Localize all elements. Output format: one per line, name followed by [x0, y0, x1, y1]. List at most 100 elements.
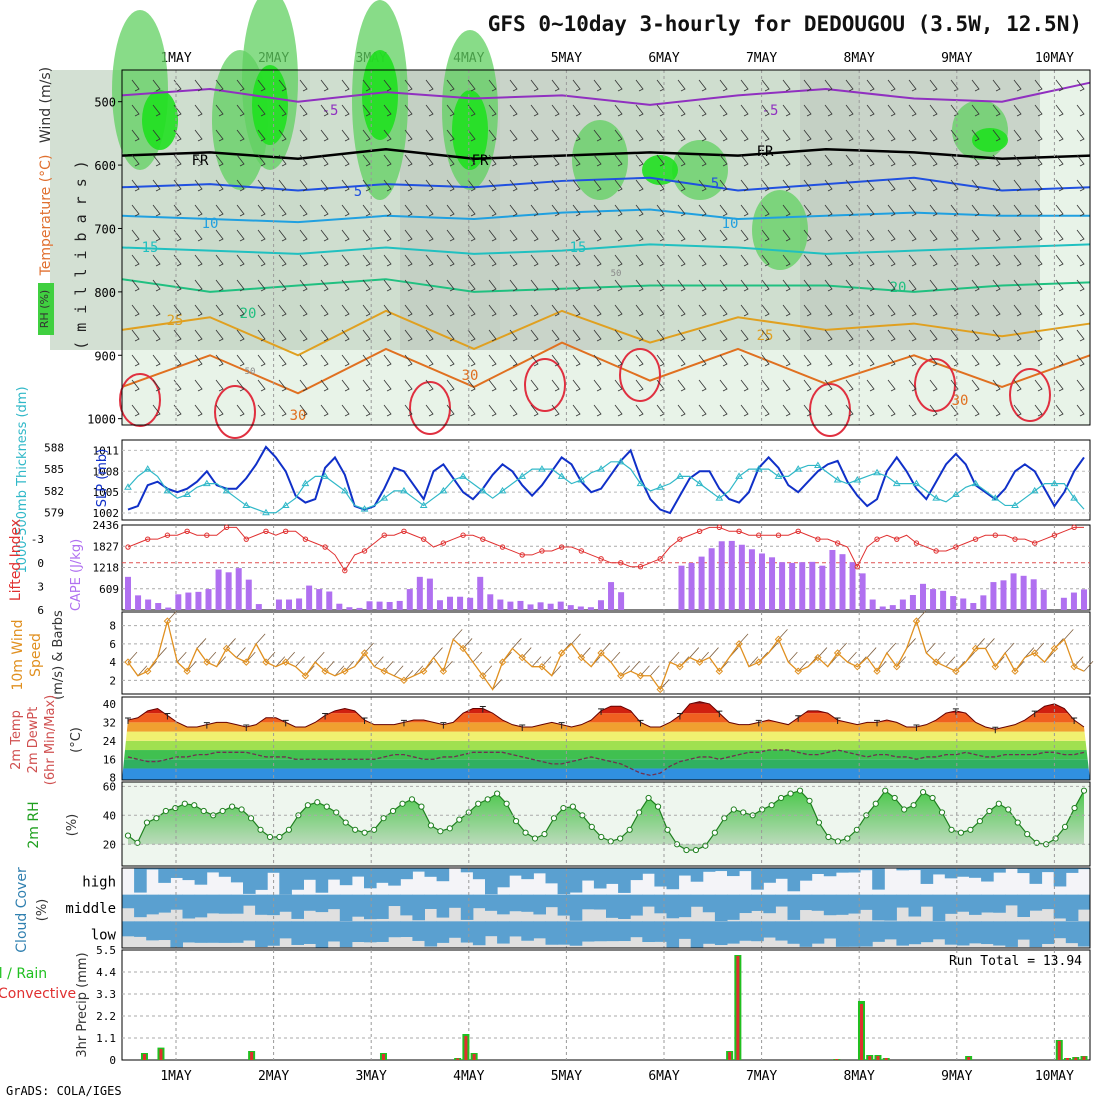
- cloud-bar: [702, 868, 716, 872]
- cape-bar: [960, 598, 967, 610]
- wind-barb: [719, 229, 728, 242]
- cloud-bar: [739, 868, 752, 872]
- wind-barb-10m: [295, 656, 305, 667]
- cloud-bar: [545, 868, 559, 884]
- isotherm-label: 15: [570, 240, 587, 256]
- cloud-bar: [944, 921, 958, 945]
- wind-speed-marker: [676, 662, 684, 671]
- wind-barb: [1013, 379, 1022, 392]
- wind-barb: [299, 104, 308, 117]
- lifted-index-marker: [420, 536, 427, 542]
- wind-barb: [614, 129, 623, 142]
- rh-marker: [389, 807, 397, 815]
- wind-barb: [572, 354, 581, 367]
- lifted-index-marker: [164, 532, 171, 538]
- cape-bar: [779, 562, 786, 610]
- rh-marker: [986, 807, 993, 815]
- cloud-bar: [993, 894, 1006, 913]
- rh-marker: [645, 794, 652, 802]
- lifted-index-marker: [874, 536, 880, 542]
- wind-barb: [614, 354, 623, 367]
- rh-marker: [1024, 831, 1031, 838]
- cloud-bar: [364, 894, 377, 920]
- wind-barb: [782, 354, 791, 367]
- slp-axis-label: SLP (mb): [95, 449, 110, 508]
- temp-minmax-mark: [637, 719, 644, 727]
- cloud-bar: [739, 894, 752, 914]
- wind-barb: [257, 204, 266, 217]
- wind-barb-10m: [393, 665, 404, 677]
- wind-barb: [446, 79, 455, 92]
- thickness-marker: [991, 494, 1000, 501]
- rh-marker: [654, 803, 662, 810]
- lifted-index-marker: [204, 532, 210, 538]
- wind-barb: [929, 329, 938, 342]
- wind-barb-10m: [176, 651, 187, 663]
- wind-barb: [320, 204, 329, 217]
- cape-bar: [1060, 597, 1067, 610]
- wind-barb: [950, 404, 959, 417]
- lifted-index-marker: [775, 532, 782, 538]
- wind-barb: [404, 304, 413, 317]
- wind-barb: [761, 79, 770, 92]
- cloud-bar: [134, 868, 147, 893]
- wind-barb: [887, 404, 896, 417]
- wind-barb: [194, 279, 203, 292]
- wind-barb: [845, 129, 854, 142]
- cloud-frame: [121, 867, 1091, 949]
- cloud-bar: [436, 894, 450, 918]
- wind-barb: [215, 179, 224, 192]
- rh-marker: [598, 833, 605, 841]
- wind-barb: [299, 279, 308, 292]
- cloud-bar: [823, 921, 837, 939]
- isotherm-label: 20: [890, 280, 907, 296]
- wind-barb: [320, 154, 329, 167]
- precip-convective-bar: [876, 1056, 880, 1060]
- thickness-marker: [242, 501, 251, 508]
- wind-barb: [593, 354, 602, 367]
- wind-barb-10m: [433, 647, 443, 658]
- wind-barb: [824, 329, 833, 342]
- precip-convective-bar: [456, 1058, 460, 1060]
- cape-bar: [799, 562, 806, 610]
- precip-axis-label: 3hr Precip (mm): [75, 952, 90, 1057]
- wind-barb: [782, 204, 791, 217]
- wind-barb: [887, 279, 896, 292]
- cloud-row-label: middle: [65, 901, 116, 917]
- wind-barb: [992, 129, 1001, 142]
- wind-barb: [446, 379, 455, 392]
- wind-barb: [992, 354, 1001, 367]
- slp-line: [127, 445, 1085, 515]
- wind-barb: [257, 79, 266, 92]
- wind-speed-marker: [439, 667, 448, 675]
- wind-barb: [152, 79, 161, 92]
- wind-barb: [278, 404, 287, 417]
- wind-barb-10m: [1063, 629, 1074, 640]
- date-label-top: 9MAY: [941, 51, 972, 66]
- wind-barb: [152, 354, 161, 367]
- cape-bar: [376, 601, 383, 610]
- wind-barb: [887, 129, 896, 142]
- wind-barb: [719, 279, 728, 292]
- wind-barb: [425, 179, 434, 192]
- wind-barb: [698, 79, 707, 92]
- cape-bar: [175, 594, 182, 610]
- wind-barb: [803, 304, 812, 317]
- cloud-bar: [569, 868, 583, 893]
- wind-barb: [782, 79, 791, 92]
- rh-shade-green: [752, 190, 808, 270]
- date-label-top: 10MAY: [1035, 51, 1074, 66]
- temp-tick-label: 16: [103, 753, 116, 766]
- rh-marker: [825, 833, 832, 841]
- cloud-bar: [436, 921, 450, 943]
- rh-marker: [153, 815, 160, 822]
- wind-barb: [1034, 329, 1043, 342]
- cloud-bar: [848, 921, 861, 947]
- cloud-bar: [690, 894, 704, 907]
- cloud-bar: [727, 868, 740, 877]
- cloud-bar: [714, 894, 728, 922]
- temp-tick-label: 24: [103, 735, 117, 748]
- wind-barb-10m: [1083, 660, 1094, 672]
- wind-barb: [614, 179, 623, 192]
